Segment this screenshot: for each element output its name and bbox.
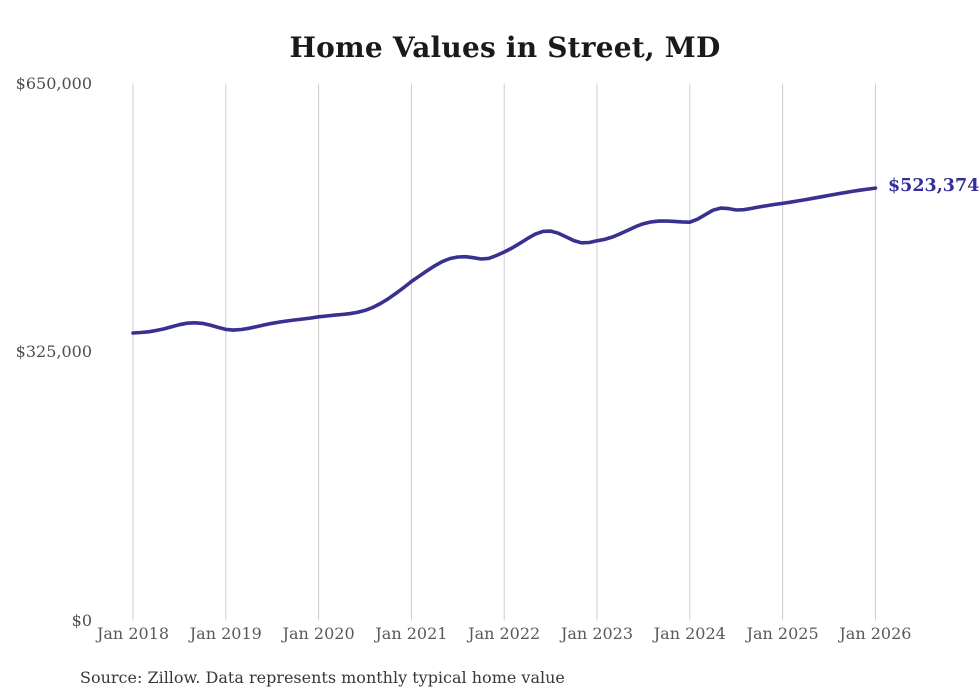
chart-title: Home Values in Street, MD (289, 31, 721, 64)
x-axis-tick-label: Jan 2021 (375, 624, 448, 643)
x-axis-tick-label: Jan 2023 (560, 624, 634, 643)
x-axis-tick-label: Jan 2020 (282, 624, 355, 643)
source-note: Source: Zillow. Data represents monthly … (80, 668, 565, 687)
y-axis-tick-label: $325,000 (15, 342, 92, 361)
y-axis-tick-label: $650,000 (15, 73, 92, 93)
x-axis-tick-label: Jan 2018 (96, 624, 170, 643)
x-axis-tick-label: Jan 2025 (746, 624, 819, 643)
y-axis-tick-label: $0 (71, 610, 92, 630)
final-value-label: $523,374 (888, 176, 980, 196)
x-axis-tick-label: Jan 2022 (468, 624, 541, 643)
x-axis-tick-label: Jan 2019 (189, 624, 262, 643)
x-axis-tick-label: Jan 2026 (839, 624, 912, 643)
home-value-line (131, 186, 878, 335)
x-axis-tick-label: Jan 2024 (653, 624, 726, 643)
